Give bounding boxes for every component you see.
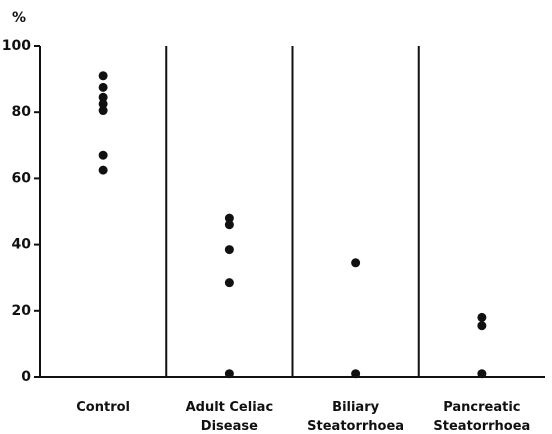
y-tick-label: 80: [12, 104, 32, 120]
data-point: [98, 82, 108, 92]
x-category-label: Control: [76, 400, 130, 415]
y-tick-label: 40: [12, 237, 32, 253]
data-point: [98, 92, 108, 102]
data-point: [477, 369, 487, 379]
y-tick-label: 20: [12, 303, 32, 319]
data-point: [224, 369, 234, 379]
y-axis-label: %: [12, 10, 26, 26]
y-tick-label: 60: [12, 170, 32, 186]
y-tick-label: 0: [21, 369, 31, 385]
x-category-label: Adult Celiac Disease: [185, 400, 274, 434]
data-point: [351, 258, 361, 268]
data-point: [224, 220, 234, 230]
data-point: [224, 278, 234, 288]
data-point: [224, 245, 234, 255]
data-point: [98, 99, 108, 109]
x-category-label: Pancreatic Steatorrhoea: [433, 400, 531, 434]
data-point: [98, 150, 108, 160]
data-point: [98, 71, 108, 81]
data-point: [477, 312, 487, 322]
y-tick-label: 100: [2, 38, 31, 54]
data-point: [98, 106, 108, 116]
data-point: [98, 165, 108, 175]
x-category-label: Biliary Steatorrhoea: [307, 400, 405, 434]
data-point: [477, 321, 487, 331]
data-point: [351, 369, 361, 379]
data-point: [224, 213, 234, 223]
